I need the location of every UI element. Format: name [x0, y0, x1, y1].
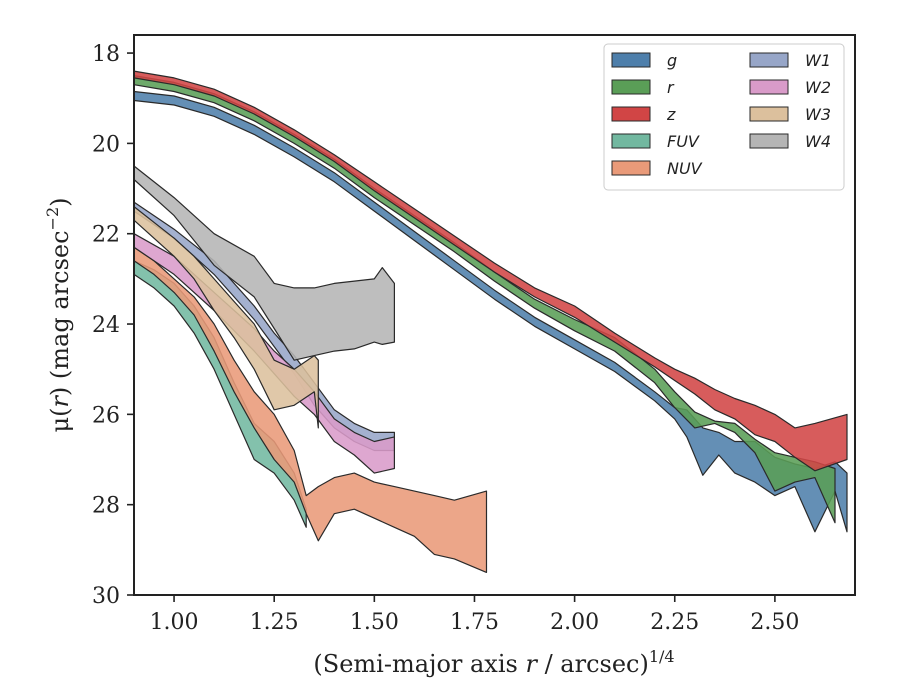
- plot-frame: [133, 34, 856, 596]
- x-tick-label: 1.25: [250, 610, 299, 635]
- y-tick-label: 18: [92, 42, 120, 67]
- legend-label-w1: W1: [805, 51, 831, 70]
- legend-swatch-z: [611, 106, 651, 122]
- legend-label-w3: W3: [805, 105, 831, 124]
- x-tick-label: 2.50: [750, 610, 799, 635]
- band-w4: [133, 165, 395, 361]
- x-axis: 1.00 1.25 1.50 1.75 2.00 2.25 2.50: [150, 595, 799, 635]
- legend-swatch-nuv: [611, 160, 651, 176]
- band-z: [133, 70, 848, 472]
- y-tick-label: 22: [92, 223, 120, 248]
- y-axis-label: μ(r) (mag arcsec−2): [43, 197, 74, 432]
- x-tick-label: 1.75: [450, 610, 499, 635]
- band-w3: [133, 206, 319, 429]
- legend: grz FUV NUV W1 W2 W3 W4: [603, 43, 845, 191]
- legend-swatch-g: [611, 52, 651, 68]
- legend-swatch-w3: [749, 106, 789, 122]
- legend-swatch-w4: [749, 133, 789, 149]
- y-tick-label: 24: [92, 313, 120, 338]
- legend-label-fuv: FUV: [667, 132, 700, 151]
- legend-label-r: r: [667, 78, 675, 97]
- legend-swatch-r: [611, 79, 651, 95]
- y-tick-label: 20: [92, 132, 120, 157]
- y-tick-label: 26: [92, 403, 120, 428]
- legend-label-nuv: NUV: [667, 159, 703, 178]
- legend-swatch-fuv: [611, 133, 651, 149]
- y-tick-label: 30: [92, 584, 120, 609]
- x-tick-label: 1.50: [350, 610, 399, 635]
- band-nuv: [133, 246, 488, 574]
- x-tick-label: 2.00: [550, 610, 599, 635]
- legend-label-g: g: [667, 51, 677, 70]
- legend-label-w4: W4: [805, 132, 831, 151]
- bands-layer: [133, 70, 848, 574]
- x-tick-label: 2.25: [650, 610, 699, 635]
- legend-label-w2: W2: [805, 78, 831, 97]
- y-tick-label: 28: [92, 494, 120, 519]
- x-tick-label: 1.00: [150, 610, 199, 635]
- legend-swatch-w2: [749, 79, 789, 95]
- legend-label-z: z: [666, 105, 676, 124]
- x-axis-label: (Semi-major axis r / arcsec)1/4: [313, 647, 674, 678]
- y-axis: 18 20 22 24 26 28 30: [92, 42, 134, 609]
- legend-swatch-w1: [749, 52, 789, 68]
